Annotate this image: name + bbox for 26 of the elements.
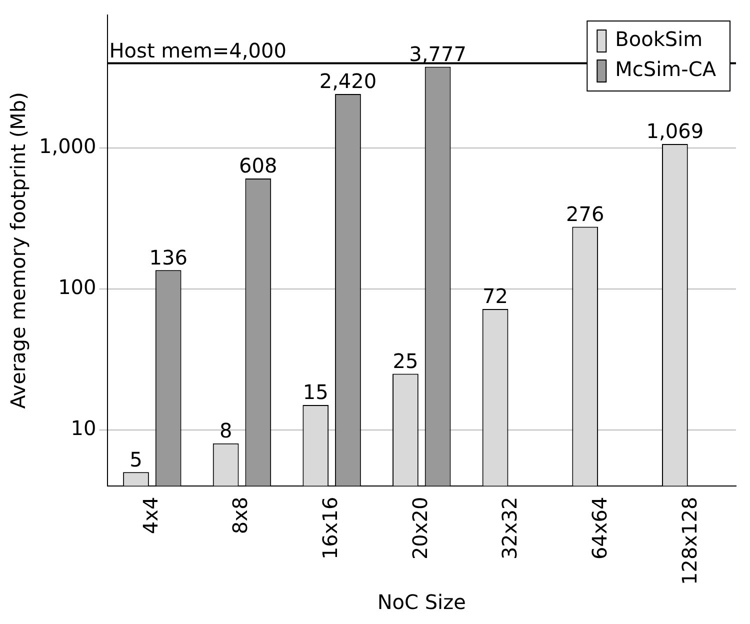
x-tick-label: 64x64 [587, 496, 612, 560]
y-tick-label: 100 [58, 275, 96, 300]
legend-label: McSim-CA [615, 57, 716, 82]
data-label: 608 [239, 154, 278, 178]
legend-label: BookSim [615, 27, 703, 52]
data-label: 136 [149, 245, 188, 270]
x-tick-label: 32x32 [498, 496, 522, 560]
x-tick-label: 8x8 [228, 496, 252, 534]
data-label: 8 [219, 418, 232, 443]
x-tick-label: 4x4 [138, 496, 162, 534]
ref-line-label: Host mem=4,000 [109, 38, 286, 62]
x-tick-label: 20x20 [408, 496, 432, 560]
y-tick-label: 10 [70, 416, 96, 440]
y-axis-title: Average memory footprint (Mb) [6, 92, 30, 409]
data-label: 15 [302, 380, 328, 404]
data-label: 5 [130, 447, 142, 472]
data-label: 72 [482, 284, 508, 308]
data-label: 3,777 [409, 42, 466, 66]
x-tick-label: 16x16 [318, 496, 342, 560]
data-label: 25 [392, 348, 418, 373]
data-label: 2,420 [319, 69, 377, 94]
data-label: 276 [566, 202, 604, 226]
y-tick-label: 1,000 [38, 134, 96, 158]
data-label: 1,069 [646, 119, 704, 144]
x-tick-label: 128x128 [677, 496, 702, 586]
x-axis-title: NoC Size [377, 590, 466, 614]
